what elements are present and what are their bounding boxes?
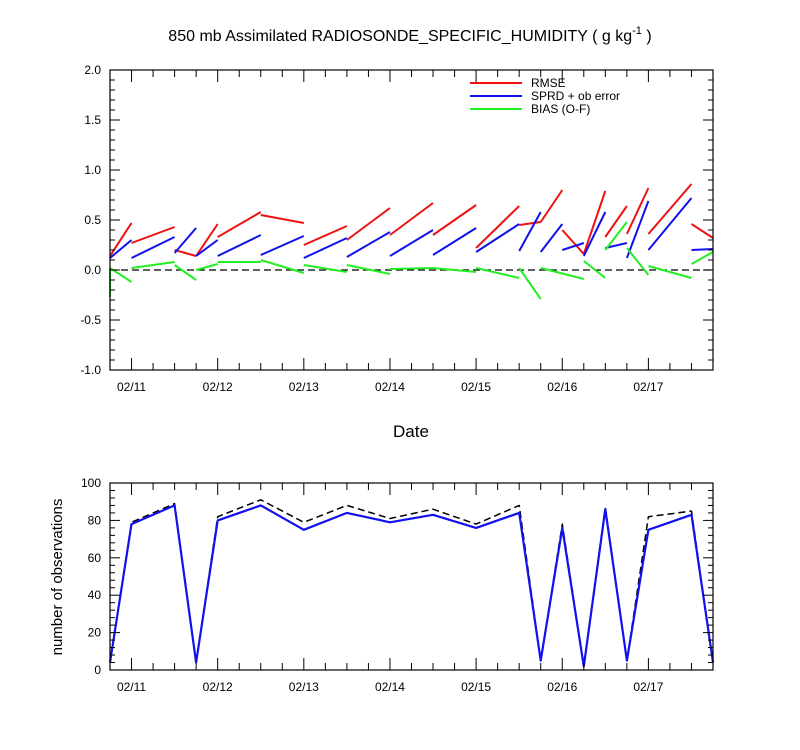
y-tick-label: 0.0 <box>84 263 101 277</box>
x-tick-label: 02/15 <box>461 380 491 394</box>
series-sprd-ob-error-line <box>109 197 714 259</box>
y-tick-label: 20 <box>88 626 102 640</box>
x-tick-label: 02/14 <box>375 680 405 694</box>
series-bias-o-f-line <box>109 221 714 300</box>
y-tick-label: 100 <box>81 476 101 490</box>
top-axis-ticks: -1.0 -0.5 0.0 0.5 1.0 1.5 2.0 02/11 02/12 02/13 02… <box>80 63 714 394</box>
x-tick-label: 02/12 <box>203 680 233 694</box>
x-tick-label: 02/11 <box>117 680 146 694</box>
x-tick-label: 02/13 <box>289 680 319 694</box>
x-tick-label: 02/15 <box>461 680 491 694</box>
series-lines-bottom <box>108 499 715 668</box>
series-lines-top <box>109 183 714 300</box>
chart-title-end: ) <box>642 28 652 45</box>
legend-label-sprd-ob-error: SPRD + ob error <box>531 89 620 103</box>
series-rmse-line <box>109 183 714 257</box>
x-tick-label: 02/16 <box>547 380 577 394</box>
chart-title-main: 850 mb Assimilated RADIOSONDE_SPECIFIC_H… <box>168 28 632 45</box>
x-tick-label: 02/11 <box>117 380 146 394</box>
legend-label-bias-o-f: BIAS (O-F) <box>531 102 590 116</box>
x-tick-label: 02/13 <box>289 380 319 394</box>
y-tick-label: 80 <box>88 513 102 527</box>
x-tick-label: 02/17 <box>633 380 663 394</box>
y-tick-label: 0.5 <box>84 213 101 227</box>
y-tick-label: 1.0 <box>84 163 101 177</box>
x-tick-label: 02/12 <box>203 380 233 394</box>
y-tick-label: 0 <box>94 663 101 677</box>
y-tick-label: 40 <box>88 588 102 602</box>
y-tick-label: 2.0 <box>84 63 101 77</box>
y-tick-label: -1.0 <box>80 363 101 377</box>
y-tick-label: -0.5 <box>80 313 101 327</box>
x-tick-label: 02/16 <box>547 680 577 694</box>
x-axis-title: Date <box>393 422 429 441</box>
bottom-plot-frame <box>109 482 714 671</box>
chart-title-superscript: -1 <box>632 25 642 37</box>
bottom-axis-ticks: 0 20 40 60 80 100 02/11 02/12 02/13 02/14 02/15 02/… <box>81 476 714 694</box>
series-possible-line <box>109 499 714 668</box>
x-tick-label: 02/17 <box>633 680 663 694</box>
y-tick-label: 60 <box>88 551 102 565</box>
x-tick-label: 02/14 <box>375 380 405 394</box>
chart-title: 850 mb Assimilated RADIOSONDE_SPECIFIC_H… <box>168 25 651 45</box>
series-assimilated-line <box>108 504 715 668</box>
bottom-y-axis-title: number of observations <box>49 499 66 656</box>
y-tick-label: 1.5 <box>84 113 101 127</box>
legend-label-rmse: RMSE <box>531 76 566 90</box>
